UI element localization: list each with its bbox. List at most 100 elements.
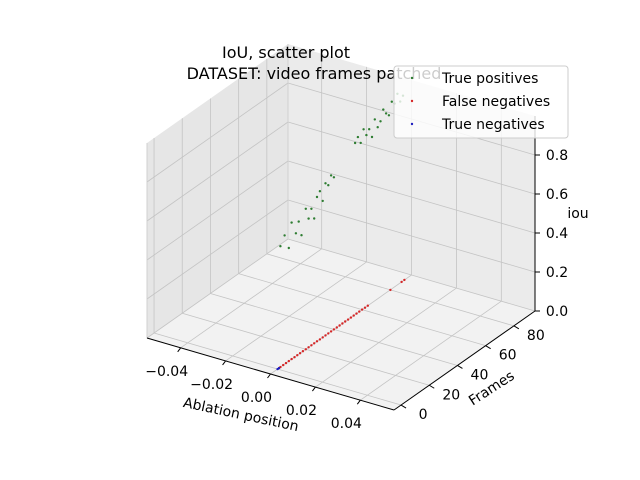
data-point-true-positives bbox=[390, 100, 393, 103]
data-point-false-negatives bbox=[403, 278, 406, 282]
legend-marker-false-negatives bbox=[410, 99, 414, 103]
z-grid-line bbox=[146, 199, 289, 300]
x-tick-label: −0.04 bbox=[145, 364, 188, 380]
data-point-false-negatives bbox=[290, 357, 293, 361]
data-point-false-negatives bbox=[389, 288, 392, 292]
legend-label-true-positives: True positives bbox=[441, 71, 538, 87]
data-point-true-positives bbox=[329, 174, 333, 177]
data-point-false-negatives bbox=[335, 326, 338, 329]
data-point-true-positives bbox=[370, 135, 374, 139]
x-tick-label: −0.02 bbox=[190, 377, 233, 393]
y-axis-line bbox=[393, 310, 536, 411]
data-point-false-negatives bbox=[307, 346, 310, 349]
z-tick-label: 0.6 bbox=[546, 187, 568, 203]
data-point-true-negatives bbox=[277, 366, 281, 370]
data-point-true-positives bbox=[376, 126, 379, 129]
x-tick-label: 0.04 bbox=[331, 416, 362, 432]
data-point-true-positives bbox=[373, 118, 376, 121]
x-grid-line bbox=[225, 261, 367, 362]
x-tick-mark bbox=[312, 386, 316, 392]
y-tick-label: 80 bbox=[527, 328, 545, 344]
data-point-false-negatives bbox=[293, 356, 296, 359]
data-point-false-negatives bbox=[310, 344, 313, 347]
x-tick-mark bbox=[222, 360, 226, 366]
data-point-true-positives bbox=[279, 245, 282, 248]
data-point-false-negatives bbox=[358, 310, 361, 313]
z-grid-line bbox=[287, 238, 536, 312]
data-point-true-positives bbox=[315, 195, 319, 199]
data-point-false-negatives bbox=[313, 342, 316, 345]
chart-title: IoU, scatter plot bbox=[222, 43, 350, 62]
data-point-false-negatives bbox=[329, 330, 333, 333]
data-point-false-negatives bbox=[301, 350, 305, 353]
y-tick-mark bbox=[428, 384, 435, 389]
data-point-true-positives bbox=[287, 246, 290, 250]
data-point-true-positives bbox=[318, 190, 322, 193]
data-point-true-positives bbox=[356, 135, 360, 139]
legend-label-false-negatives: False negatives bbox=[442, 94, 550, 110]
x-tick-mark bbox=[356, 399, 361, 405]
data-point-true-positives bbox=[384, 112, 388, 115]
data-point-true-positives bbox=[365, 133, 368, 137]
y-tick-label: 60 bbox=[499, 348, 517, 364]
z-grid-line bbox=[146, 82, 289, 183]
legend-marker-true-negatives bbox=[410, 122, 414, 126]
z-grid-line bbox=[146, 238, 289, 339]
z-grid-line bbox=[287, 121, 536, 195]
tick-labels: −0.04−0.02 0.00 0.02 0.04 0 20 40 60 800.0 0.2 0.4… bbox=[145, 148, 568, 432]
z-grid-line bbox=[287, 199, 536, 273]
data-point-false-negatives bbox=[332, 328, 336, 331]
legend-item-true-negatives: True negatives bbox=[410, 117, 545, 133]
x-tick-mark bbox=[267, 373, 271, 379]
data-point-true-positives bbox=[368, 128, 371, 131]
data-point-false-negatives bbox=[344, 320, 347, 323]
data-point-false-negatives bbox=[315, 340, 319, 343]
z-axis-label: iou bbox=[567, 206, 588, 222]
legend-box bbox=[393, 65, 569, 139]
z-grid-line bbox=[287, 160, 536, 234]
y-tick-label: 40 bbox=[471, 367, 489, 383]
data-point-true-positives bbox=[359, 141, 362, 145]
data-point-false-negatives bbox=[327, 332, 330, 335]
data-point-true-positives bbox=[387, 114, 391, 117]
data-point-false-negatives bbox=[296, 354, 299, 357]
data-point-true-positives bbox=[307, 217, 310, 220]
x-grid-line bbox=[315, 287, 457, 388]
data-point-false-negatives bbox=[349, 316, 353, 319]
z-grid-line bbox=[146, 121, 289, 222]
data-point-true-positives bbox=[327, 184, 330, 187]
y-tick-label: 20 bbox=[442, 387, 460, 403]
z-tick-label: 0.0 bbox=[546, 304, 568, 320]
data-point-true-positives bbox=[300, 234, 303, 237]
data-point-false-negatives bbox=[284, 361, 288, 365]
legend-marker-true-positives bbox=[410, 76, 414, 80]
data-point-true-positives bbox=[379, 120, 382, 123]
chart-subtitle: DATASET: video frames patched bbox=[187, 64, 442, 83]
data-point-true-positives bbox=[362, 128, 365, 131]
x-grid-line bbox=[180, 248, 322, 349]
axis-lines bbox=[146, 44, 540, 411]
data-point-true-positives bbox=[382, 108, 385, 111]
data-point-false-negatives bbox=[363, 306, 367, 309]
data-point-true-positives bbox=[283, 234, 286, 237]
data-point-false-negatives bbox=[355, 312, 358, 315]
data-point-true-positives bbox=[290, 221, 293, 224]
data-point-false-negatives bbox=[318, 338, 322, 341]
data-point-false-negatives bbox=[324, 334, 327, 337]
data-point-false-negatives bbox=[298, 352, 302, 355]
data-point-false-negatives bbox=[366, 304, 369, 307]
data-point-false-negatives bbox=[287, 359, 290, 363]
data-point-false-negatives bbox=[400, 280, 403, 284]
y-tick-mark bbox=[513, 325, 520, 330]
data-point-false-negatives bbox=[352, 314, 355, 317]
data-point-true-positives bbox=[294, 232, 298, 235]
data-point-true-positives bbox=[324, 182, 327, 185]
legend: True positives False negatives True nega… bbox=[393, 65, 569, 139]
data-point-false-negatives bbox=[321, 336, 324, 339]
data-point-false-negatives bbox=[304, 348, 307, 351]
data-point-false-negatives bbox=[360, 308, 364, 311]
data-point-true-positives bbox=[310, 207, 313, 210]
legend-item-true-positives: True positives bbox=[410, 71, 538, 87]
legend-item-false-negatives: False negatives bbox=[410, 94, 550, 110]
